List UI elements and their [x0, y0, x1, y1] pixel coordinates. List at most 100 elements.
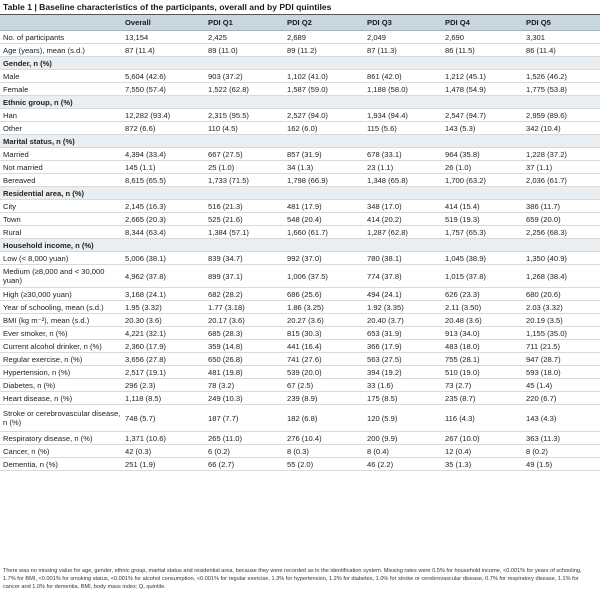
table-cell: 45 (1.4) — [523, 378, 600, 392]
table-cell: 1,757 (65.3) — [442, 225, 523, 239]
table-cell: 1,660 (61.7) — [284, 225, 364, 239]
row-label: Dementia, n (%) — [0, 457, 122, 471]
section-label: Ethnic group, n (%) — [0, 95, 600, 109]
table-cell: 2.11 (3.50) — [442, 300, 523, 314]
table-cell: 116 (4.3) — [442, 404, 523, 432]
table-cell: 2,036 (61.7) — [523, 173, 600, 187]
section-header-row: Residential area, n (%) — [0, 186, 600, 200]
table-cell: 2,547 (94.7) — [442, 108, 523, 122]
table-cell: 2,689 — [284, 30, 364, 44]
table-cell: 667 (27.5) — [205, 147, 284, 161]
table-cell: 903 (37.2) — [205, 69, 284, 83]
table-cell: 899 (37.1) — [205, 264, 284, 288]
table-cell: 1,350 (40.9) — [523, 251, 600, 265]
table-cell: 87 (11.3) — [364, 43, 442, 57]
table-cell: 66 (2.7) — [205, 457, 284, 471]
row-label: Rural — [0, 225, 122, 239]
table-cell: 35 (1.3) — [442, 457, 523, 471]
row-label: Low (< 8,000 yuan) — [0, 251, 122, 265]
row-label: Respiratory disease, n (%) — [0, 431, 122, 445]
table-row: Town 2,665 (20.3) 525 (21.6) 548 (20.4) 414 … — [0, 212, 600, 226]
row-label: Bereaved — [0, 173, 122, 187]
table-cell: 2,665 (20.3) — [122, 212, 205, 226]
table-cell: 913 (34.0) — [442, 326, 523, 340]
table-row: City 2,145 (16.3) 516 (21.3) 481 (17.9) 348 … — [0, 199, 600, 213]
table-cell: 1.95 (3.32) — [122, 300, 205, 314]
row-label: Current alcohol drinker, n (%) — [0, 339, 122, 353]
table-cell: 414 (15.4) — [442, 199, 523, 213]
section-header-row: Ethnic group, n (%) — [0, 95, 600, 109]
table-cell: 678 (33.1) — [364, 147, 442, 161]
table-row: Male 5,604 (42.6) 903 (37.2) 1,102 (41.0) 86… — [0, 69, 600, 83]
table-cell: 414 (20.2) — [364, 212, 442, 226]
row-label: High (≥30,000 yuan) — [0, 287, 122, 301]
header-cell: PDI Q1 — [205, 15, 284, 31]
header-cell-label — [0, 15, 122, 31]
table-cell: 49 (1.5) — [523, 457, 600, 471]
table-cell: 686 (25.6) — [284, 287, 364, 301]
table-cell: 481 (19.8) — [205, 365, 284, 379]
row-label: Cancer, n (%) — [0, 444, 122, 458]
table-cell: 8 (0.3) — [284, 444, 364, 458]
table-row: Respiratory disease, n (%) 1,371 (10.6) 26… — [0, 431, 600, 445]
table-cell: 1,587 (59.0) — [284, 82, 364, 96]
table-cell: 143 (4.3) — [523, 404, 600, 432]
table-cell: 2,049 — [364, 30, 442, 44]
table-cell: 200 (9.9) — [364, 431, 442, 445]
table-cell: 115 (5.6) — [364, 121, 442, 135]
table-row: Year of schooling, mean (s.d.) 1.95 (3.32… — [0, 300, 600, 314]
table-cell: 120 (5.9) — [364, 404, 442, 432]
table-cell: 481 (17.9) — [284, 199, 364, 213]
table-row: Stroke or cerebrovascular disease, n (%)… — [0, 404, 600, 432]
table-cell: 1,118 (8.5) — [122, 391, 205, 405]
table-row: Heart disease, n (%) 1,118 (8.5) 249 (10.3… — [0, 391, 600, 405]
table-cell: 249 (10.3) — [205, 391, 284, 405]
row-label: Age (years), mean (s.d.) — [0, 43, 122, 57]
table-row: Age (years), mean (s.d.) 87 (11.4) 89 (11.… — [0, 43, 600, 57]
table-cell: 1,384 (57.1) — [205, 225, 284, 239]
table-cell: 2,959 (89.6) — [523, 108, 600, 122]
table-cell: 8 (0.4) — [364, 444, 442, 458]
table-cell: 774 (37.8) — [364, 264, 442, 288]
table-cell: 653 (31.9) — [364, 326, 442, 340]
table-row: Married 4,394 (33.4) 667 (27.5) 857 (31.9) 6… — [0, 147, 600, 161]
table-cell: 110 (4.5) — [205, 121, 284, 135]
table-cell: 2.03 (3.32) — [523, 300, 600, 314]
table-row: Bereaved 8,615 (65.5) 1,733 (71.5) 1,798 (6… — [0, 173, 600, 187]
row-label: No. of participants — [0, 30, 122, 44]
table-cell: 1,348 (65.8) — [364, 173, 442, 187]
table-cell: 4,962 (37.8) — [122, 264, 205, 288]
table-cell: 296 (2.3) — [122, 378, 205, 392]
table-cell: 4,394 (33.4) — [122, 147, 205, 161]
table-cell: 386 (11.7) — [523, 199, 600, 213]
row-label: Han — [0, 108, 122, 122]
table-cell: 2,360 (17.9) — [122, 339, 205, 353]
table-cell: 483 (18.0) — [442, 339, 523, 353]
table-cell: 1,015 (37.8) — [442, 264, 523, 288]
table-row: Diabetes, n (%) 296 (2.3) 78 (3.2) 67 (2.5)… — [0, 378, 600, 392]
row-label: Not married — [0, 160, 122, 174]
table-cell: 348 (17.0) — [364, 199, 442, 213]
row-label: Regular exercise, n (%) — [0, 352, 122, 366]
table-cell: 2,425 — [205, 30, 284, 44]
table-cell: 3,301 — [523, 30, 600, 44]
table-cell: 1.86 (3.25) — [284, 300, 364, 314]
table-row: No. of participants 13,154 2,425 2,689 2,049… — [0, 30, 600, 44]
section-header-row: Gender, n (%) — [0, 56, 600, 70]
table-cell: 20.19 (3.5) — [523, 313, 600, 327]
table-cell: 1,102 (41.0) — [284, 69, 364, 83]
table-cell: 1,287 (62.8) — [364, 225, 442, 239]
row-label: Year of schooling, mean (s.d.) — [0, 300, 122, 314]
table-cell: 363 (11.3) — [523, 431, 600, 445]
table-cell: 366 (17.9) — [364, 339, 442, 353]
table-cell: 86 (11.5) — [442, 43, 523, 57]
row-label: Diabetes, n (%) — [0, 378, 122, 392]
table-cell: 593 (18.0) — [523, 365, 600, 379]
table-row: Medium (≥8,000 and < 30,000 yuan) 4,962 (… — [0, 264, 600, 288]
table-cell: 37 (1.1) — [523, 160, 600, 174]
table-cell: 1,371 (10.6) — [122, 431, 205, 445]
table-cell: 685 (28.3) — [205, 326, 284, 340]
table-cell: 510 (19.0) — [442, 365, 523, 379]
table-cell: 4,221 (32.1) — [122, 326, 205, 340]
